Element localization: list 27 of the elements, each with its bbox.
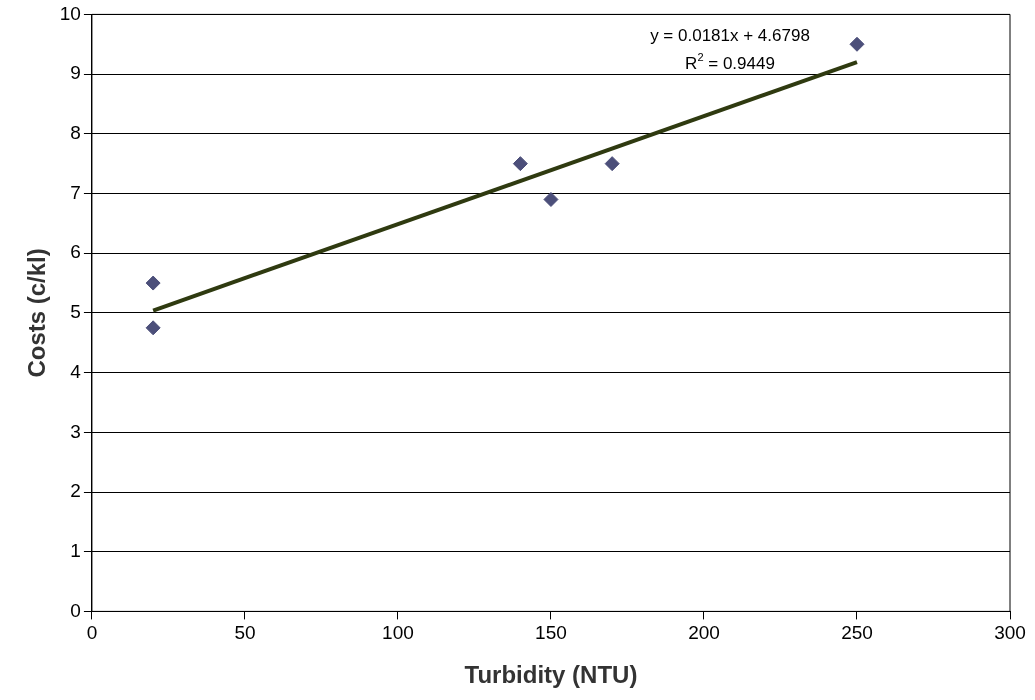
x-tick-label: 100 [382,622,414,644]
y-tick-label: 7 [70,181,81,203]
x-axis-title: Turbidity (NTU) [464,661,638,689]
x-tick-label: 300 [994,622,1026,644]
y-tick-label: 1 [70,539,81,561]
y-tick-label: 6 [70,241,81,263]
y-tick-label: 5 [70,301,81,323]
x-tick-label: 200 [688,622,720,644]
annotation: y = 0.0181x + 4.6798 [650,26,810,46]
x-tick-label: 150 [535,622,567,644]
y-axis-title: Costs (c/kl) [23,248,51,378]
y-tick-label: 8 [70,122,81,144]
x-tick-label: 0 [86,622,98,644]
point [145,275,161,291]
x-tick-label: 50 [234,622,256,644]
point [604,156,620,172]
y-tick-label: 2 [70,480,81,502]
y-tick-label: 0 [70,599,81,621]
y-tick-label: 10 [59,2,81,24]
point [145,320,161,336]
point [849,36,865,52]
point [543,191,559,207]
point [512,156,528,172]
y-tick-label: 3 [70,420,81,442]
y-tick-label: 9 [70,62,81,84]
x-tick-label: 250 [841,622,873,644]
y-tick-label: 4 [70,360,82,382]
